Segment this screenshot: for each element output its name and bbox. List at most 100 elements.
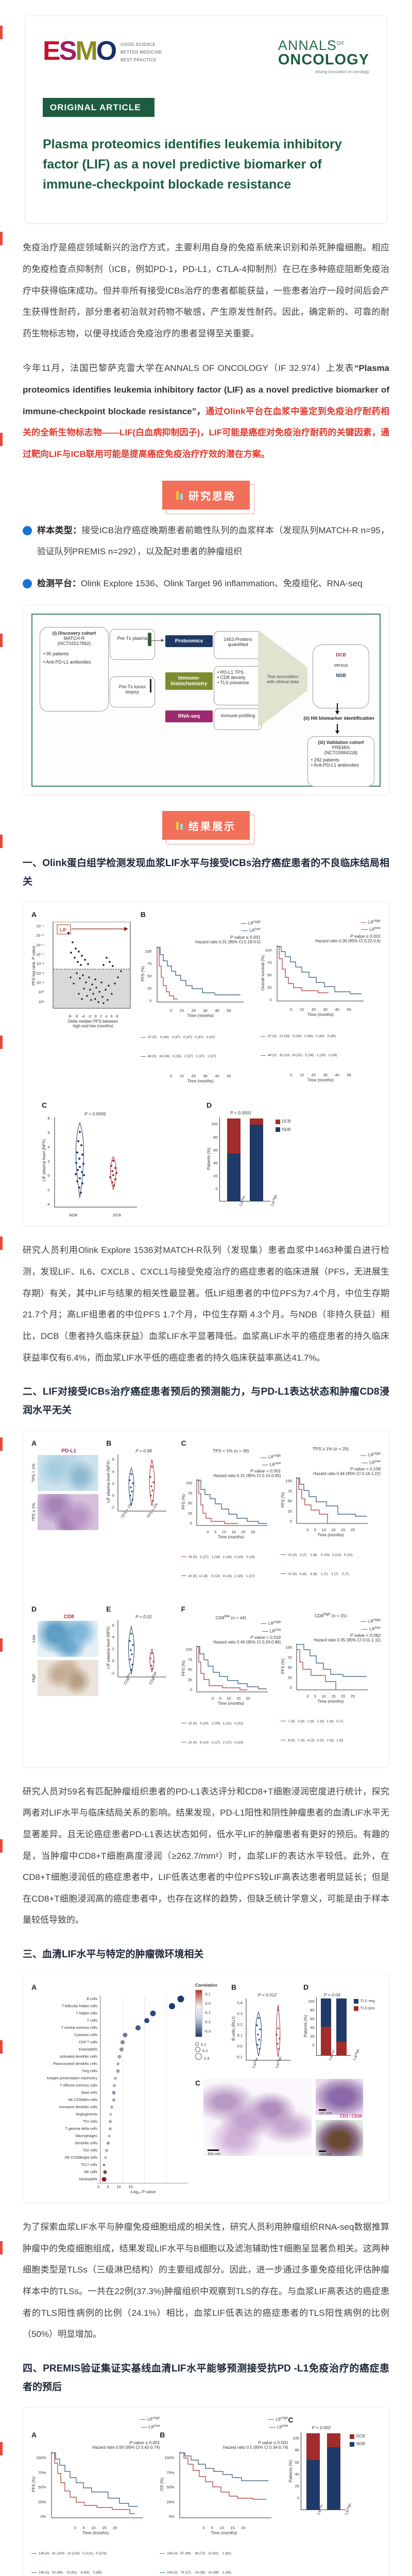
discovery-nct: (NCT02517892) (57, 640, 91, 646)
km-curves (157, 946, 244, 1003)
p-value: P = 0.002 (312, 2425, 331, 2431)
cell-label: T gamma delta cells (65, 2127, 97, 2131)
subplot-title: CD8low (n = 44) (215, 1614, 247, 1620)
tls-neg-segment (320, 1998, 331, 2027)
risk-table: 146 (0) 41 (104) 12 (120) 5 (121) 0 (123… (31, 2538, 160, 2576)
x-axis-label: Time (months) (317, 1532, 344, 1537)
risk-row-low: 48 (0) 32 (13) 19 (21) 5 (26) 1 (29) 1 (… (260, 1053, 381, 1059)
legend-lif-high: LIFhigh (141, 920, 261, 927)
tls-pos-segment (320, 2027, 331, 2056)
result-paragraph-3: 为了探索血浆LIF水平与肿瘤免疫细胞组成的相关性，研究人员利用肿瘤组织RNA-s… (23, 2222, 389, 2340)
risk-row-low: 146 (0) 52 (68) 15 (81) 6 (83) 0 (85) (31, 2570, 160, 2576)
ihc-image-tps-high (38, 1494, 98, 1531)
hazard-ratio: Hazard ratio 0.5 (95% CI 0.34-0.74) (222, 2445, 288, 2450)
bar-lif-high (327, 2433, 341, 2510)
violin-plot (246, 1998, 290, 2061)
x-axis-label: Time (months) (82, 2530, 109, 2535)
x-axis-ticks: 0 5 10 15 20 (211, 1696, 250, 1701)
discovery-patients: • 95 patients (43, 651, 69, 656)
risk-row-high: 47 (0) 12 (33) 5 (39) 3 (40) 0 (40) 0 (4… (260, 1033, 381, 1040)
violin-plot (117, 1454, 166, 1512)
cell-label: NK cells (84, 2170, 97, 2174)
km-legend: LIFhigh LIFlow (281, 1618, 381, 1633)
edge-marker (0, 1036, 3, 1049)
annals-line1: ANNALSOF (278, 38, 345, 53)
fig3-panel-c: C 400 mm 100 mm CD3 / CD20 100 mm (195, 2078, 381, 2157)
y-axis-ticks: 100 80 60 40 20 0 (308, 1999, 315, 2047)
legend-dcb: DCB (275, 1117, 290, 1125)
stacked-bars (316, 1997, 351, 2056)
panel-label: B (231, 1983, 237, 1992)
intro-paragraph-2-text: 今年11月，法国巴黎萨克雷大学在ANNALS OF ONCOLOGY（IF 32… (23, 363, 354, 374)
legend-lif-high: LIFhigh (181, 1453, 281, 1461)
fig1-panel-a: A PFS log rank, P value 10⁻⁷ 10⁻⁶ 10⁻⁵ 1… (31, 910, 141, 1084)
bar-lif-low (306, 2433, 320, 2510)
section-banner-label: 结果展示 (188, 821, 236, 833)
y-axis-label: OS (%) (160, 2478, 165, 2492)
y-axis-label: PFS log rank, P value (31, 945, 36, 986)
cd8-low-label: Low (31, 1635, 36, 1642)
fig2-panel-c2: TPS ≥ 1% (n = 20) LIFhigh LIFlow P value… (281, 1439, 381, 1592)
cell-label: Angiogenesis (75, 2112, 97, 2116)
legend-lif-high: LIFhigh (181, 1620, 281, 1627)
section-banner-research-approach: 研究思路 (162, 480, 254, 514)
ihc-out2: • CD8 density (217, 674, 246, 680)
x-axis-ticks: 0 10 20 30 40 50 (169, 1008, 231, 1013)
x-axis-ticks: 0 5 10 15 20 25 (207, 1529, 255, 1534)
hazard-ratio: Hazard ratio 0.36 (95% CI 0.22-0.6) (315, 938, 381, 943)
cd8-header: CD8 (63, 1614, 74, 1620)
esmo-tagline-1: GOOD SCIENCE (121, 42, 156, 47)
hazard-ratio: Hazard ratio 0.35 (95% CI 0.11-1.11) (314, 1638, 381, 1643)
x-axis-ticks: 0 5 10 15 20 (202, 2525, 246, 2530)
y-axis-ticks: 100 75 50 25 0 (285, 1479, 292, 1524)
hazard-ratio: Hazard ratio 0.44 (95% CI 0.16-1.22) (313, 1471, 381, 1477)
fig2-panel-d: D CD8 Low High (31, 1605, 106, 1759)
y-axis-ticks: 0.4 0.3 0.2 0.1 0.0 -0.1 (236, 2001, 243, 2060)
correlation-legend: Correlation 0.1 0.0 -0.1 -0.2 -0.3 0.1 0… (195, 1983, 231, 2072)
p-value: P value ≤ 0.001 (230, 934, 261, 940)
edge-marker (0, 1638, 3, 1652)
y-axis-ticks: 100% 75% 50% 25% 0% (164, 2455, 175, 2519)
plasma-label: Pre-Tx plasma (117, 635, 148, 641)
cell-label: Cytotoxic cells (74, 2033, 97, 2037)
result-heading-4: 四、PREMIS验证集证实基线血清LIF水平能够预测接受抗PD -L1免疫治疗的… (23, 2363, 389, 2393)
y-axis-label: Patients (%) (207, 1147, 211, 1171)
y-axis-ticks: 100 80 60 40 20 0 (211, 1122, 218, 1192)
x-cat-ndb: NDB (69, 1213, 78, 1218)
x-category-labels: TPS < 1% TPS ≥ 1% (116, 1502, 167, 1521)
x-category-labels: CD8low CD8high (116, 1671, 167, 1688)
legend-lif-low: LIFlow (31, 2424, 160, 2431)
quote-bars-icon (176, 821, 184, 833)
stacked-bars (301, 2432, 346, 2511)
p-value: P = 0.0006 (84, 1111, 106, 1117)
risk-row-low: 8 (0) 7 (0) 4 (3) 2 (5) 2 (5) 1 (5) (281, 1738, 381, 1744)
section-banner-label: 研究思路 (188, 490, 236, 502)
panel-label: E (106, 1604, 111, 1613)
ndb-segment (306, 2460, 320, 2510)
histology-overview-image: 400 mm (203, 2078, 312, 2156)
paper-title: Plasma proteomics identifies leukemia in… (43, 137, 342, 192)
bullet-platform: 检测平台：Olink Explore 1536、Olink Target 96 … (23, 573, 389, 595)
stacked-bars (219, 1117, 270, 1202)
y-axis-ticks: 100 75 50 25 0 (285, 1645, 292, 1690)
intro-highlight-red: 通过Olink平台在血浆中鉴定到免疫治疗耐药相关的全新生物标志物——LIF(白血… (23, 406, 389, 460)
biopsy-box: Pre-Tx tumor biopsy (110, 676, 155, 707)
quote-bars-icon (176, 491, 184, 503)
ihc-out1: • PD-L1 TPS (217, 669, 244, 675)
panel-label: B (160, 2431, 165, 2439)
bar-lif-high (336, 1998, 347, 2056)
fig1-panel-b-os: LIFhigh LIFlow P value ≤ 0.001 Hazard ra… (260, 910, 381, 1084)
edge-marker (0, 2241, 3, 2255)
km-legend: LIFhigh LIFlow (281, 1451, 381, 1466)
x-axis-ticks: 0 5 10 15 (97, 2184, 133, 2190)
cell-label: Eosinophils (79, 2047, 97, 2052)
p-value: P value ≤ 0.001 (258, 2440, 288, 2446)
x-axis-label: Time (months) (187, 1013, 214, 1018)
km-curves (179, 2452, 272, 2518)
legend-lif-low: LIFlow (181, 1461, 281, 1468)
annals-tagline: driving innovation in oncology (315, 70, 369, 74)
legend-lif-low: LIFlow (160, 2424, 288, 2431)
y-axis-ticks: 100 75 50 25 0 (185, 1647, 193, 1692)
edge-marker (0, 2442, 3, 2455)
bullet-label: 检测平台： (37, 578, 81, 588)
